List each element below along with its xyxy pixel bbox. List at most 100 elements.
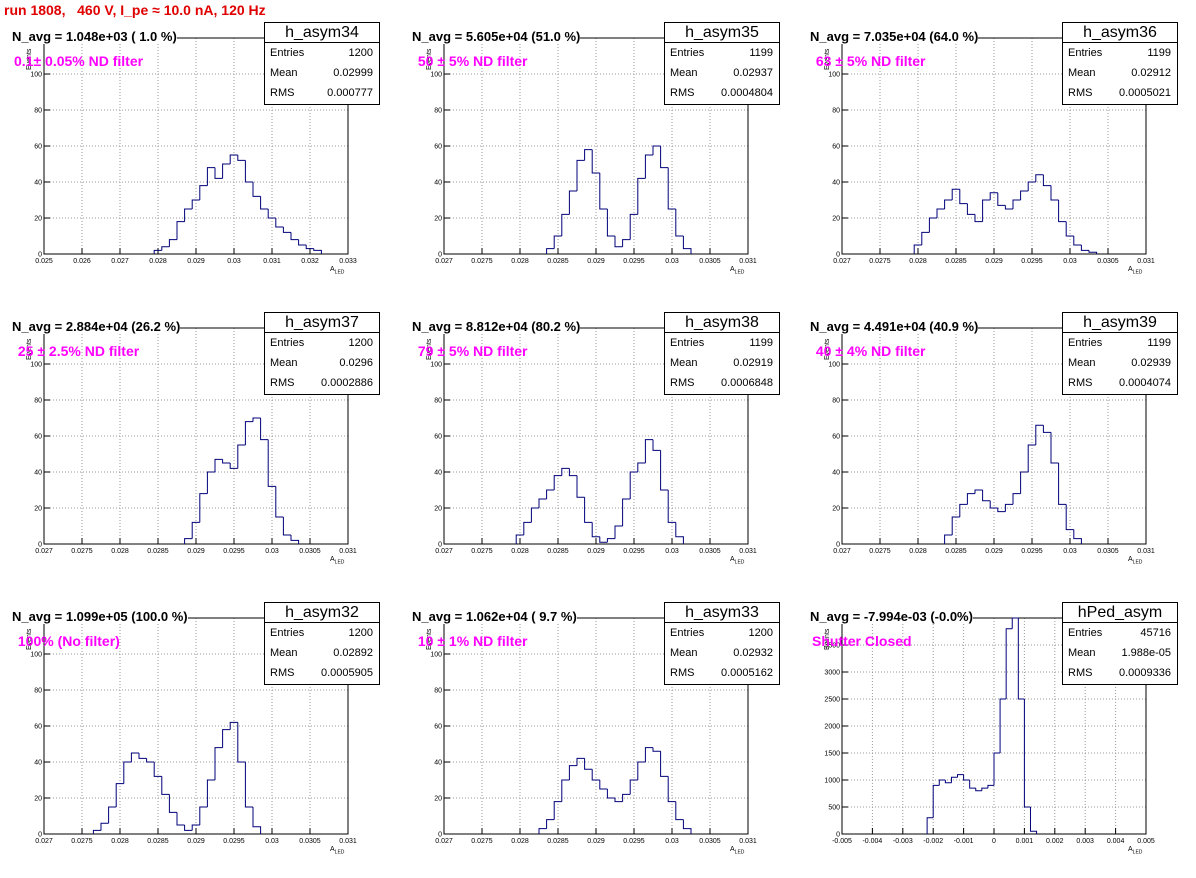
y-tick-label: 60 xyxy=(832,144,840,151)
histogram-bin xyxy=(1027,181,1036,191)
x-tick-label: 0.027 xyxy=(435,548,453,555)
filter-label: 10 ± 1% ND filter xyxy=(414,633,528,649)
stats-mean-label: Mean xyxy=(670,67,698,79)
stats-entries-value: 1200 xyxy=(348,47,373,59)
n-avg-label: N_avg = 5.605e+04 (51.0 %) xyxy=(412,29,581,44)
x-tick-label: 0.001 xyxy=(1016,838,1034,845)
x-axis-subscript: LED xyxy=(734,269,745,276)
n-avg-label: N_avg = 2.884e+04 (26.2 %) xyxy=(12,319,181,334)
histogram-bin xyxy=(576,475,585,498)
histogram-bin xyxy=(591,149,600,174)
x-tick-label: 0.028 xyxy=(511,548,529,555)
histogram-bin xyxy=(267,439,276,487)
stats-rms-value: 0.0009336 xyxy=(1119,667,1171,679)
histogram-bin xyxy=(1042,174,1051,187)
stats-entries-value: 1199 xyxy=(749,47,773,59)
stats-rms-value: 0.0004074 xyxy=(1119,377,1171,389)
x-tick-label: 0.027 xyxy=(35,548,53,555)
y-tick-label: 60 xyxy=(34,724,42,731)
histogram-name: h_asym39 xyxy=(1063,313,1177,333)
x-tick-label: 0.028 xyxy=(511,258,529,265)
plot-frame xyxy=(443,327,749,545)
histogram-bin xyxy=(237,722,246,763)
x-axis-label: ALED xyxy=(330,846,344,855)
filter-label: 40 ± 4% ND filter xyxy=(812,343,926,359)
x-tick-label: 0.03 xyxy=(1063,258,1077,265)
x-axis-symbol: A xyxy=(330,846,335,853)
histogram-bin xyxy=(1088,250,1098,254)
y-tick-label: 0 xyxy=(836,252,840,259)
histogram-bin xyxy=(1020,471,1029,494)
stats-entries-value: 45716 xyxy=(1140,627,1171,639)
x-tick-label: 0.0275 xyxy=(471,838,493,845)
histogram-bin xyxy=(629,213,638,240)
histogram-bin xyxy=(1035,174,1044,182)
y-tick-label: 80 xyxy=(34,108,42,115)
histogram-bin xyxy=(176,221,185,240)
stats-entries-row: Entries 1200 xyxy=(265,333,379,353)
histogram-bin xyxy=(975,788,982,792)
plot-frame xyxy=(841,327,1147,545)
histogram-bin xyxy=(1020,190,1029,200)
stats-rms-label: RMS xyxy=(1068,377,1093,389)
stats-entries-row: Entries 1200 xyxy=(265,43,379,63)
x-tick-label: 0.0285 xyxy=(547,548,569,555)
histogram-bin xyxy=(987,784,994,789)
histogram-bin xyxy=(191,521,200,539)
histogram-bin xyxy=(966,203,975,215)
y-tick-label: 3500 xyxy=(824,643,840,650)
stats-rms-row: RMS 0.000777 xyxy=(265,83,379,103)
y-tick-label: 20 xyxy=(434,506,442,513)
stats-mean-label: Mean xyxy=(1068,357,1096,369)
histogram-bin xyxy=(944,199,953,209)
histogram-bin xyxy=(561,213,570,236)
y-tick-label: 20 xyxy=(34,506,42,513)
histogram-bin xyxy=(130,752,139,762)
y-tick-label: 20 xyxy=(34,796,42,803)
y-tick-label: 60 xyxy=(832,434,840,441)
y-tick-label: 40 xyxy=(34,470,42,477)
y-tick-label: 20 xyxy=(832,216,840,223)
n-avg-label: N_avg = 7.035e+04 (64.0 %) xyxy=(810,29,979,44)
x-tick-label: 0.031 xyxy=(1137,548,1155,555)
filter-label: 63 ± 5% ND filter xyxy=(812,53,926,69)
x-tick-label: 0.0285 xyxy=(147,838,169,845)
plot-frame xyxy=(443,617,749,835)
stats-rms-label: RMS xyxy=(1068,667,1093,679)
histogram-bin xyxy=(214,747,223,780)
y-tick-label: 0 xyxy=(836,832,840,839)
histogram-bin xyxy=(568,190,577,215)
stats-entries-value: 1199 xyxy=(1147,47,1171,59)
x-axis-symbol: A xyxy=(730,266,735,273)
filter-label: 100% (No filter) xyxy=(14,633,120,649)
x-axis-symbol: A xyxy=(730,556,735,563)
stats-mean-value: 0.02912 xyxy=(1131,67,1171,79)
stats-entries-row: Entries 1199 xyxy=(1063,333,1177,353)
x-tick-label: 0.031 xyxy=(263,258,281,265)
histogram-bin xyxy=(944,780,952,784)
x-tick-label: 0.03 xyxy=(227,258,241,265)
x-axis-symbol: A xyxy=(730,846,735,853)
x-tick-label: 0.027 xyxy=(833,258,851,265)
x-axis-subscript: LED xyxy=(334,269,345,276)
x-tick-label: 0.0295 xyxy=(1021,258,1043,265)
histogram-bin xyxy=(229,721,238,730)
histogram-bin xyxy=(660,146,669,169)
stats-rms-label: RMS xyxy=(270,87,295,99)
histogram-bin xyxy=(161,246,170,251)
x-tick-label: 0.031 xyxy=(739,258,757,265)
x-tick-label: 0.025 xyxy=(35,258,53,265)
histogram-bin xyxy=(622,793,631,802)
histogram-bin xyxy=(568,468,577,477)
histogram-bin xyxy=(591,769,600,781)
x-axis-label: ALED xyxy=(330,266,344,275)
y-tick-label: 100 xyxy=(30,362,42,369)
x-tick-label: 0.029 xyxy=(187,548,205,555)
histogram-bin xyxy=(538,498,547,508)
histogram-panel: 0.027 0.0275 0.028 0.0285 0.029 0.0295 0.03 0.0… xyxy=(404,602,784,878)
x-tick-label: 0.03 xyxy=(665,838,679,845)
x-tick-label: 0.0295 xyxy=(223,838,245,845)
x-tick-label: 0.0285 xyxy=(945,258,967,265)
y-tick-label: 0 xyxy=(438,832,442,839)
plot-frame xyxy=(43,327,349,545)
